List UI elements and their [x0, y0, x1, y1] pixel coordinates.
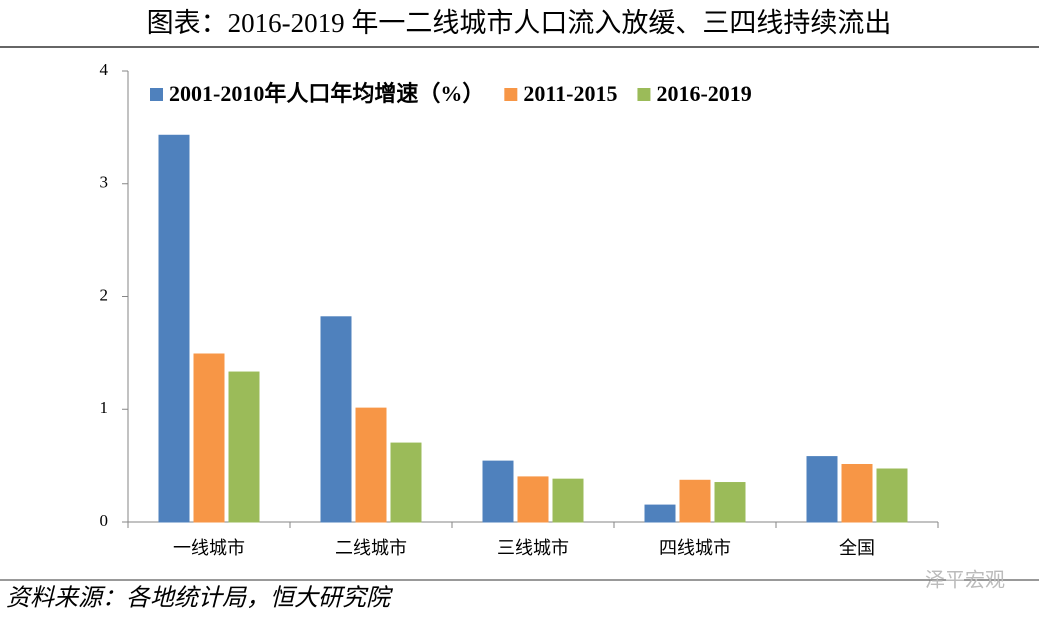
bar	[193, 353, 225, 523]
bar	[714, 482, 746, 523]
chart-title: 图表：2016-2019 年一二线城市人口流入放缓、三四线持续流出	[147, 8, 892, 38]
x-tick-label: 全国	[839, 538, 875, 558]
bar	[390, 442, 422, 523]
bar	[552, 478, 584, 523]
bar	[355, 407, 387, 523]
bar	[679, 479, 711, 523]
legend-label: 2001-2010年人口年均增速（%）	[169, 81, 484, 106]
bar	[876, 468, 908, 523]
bar	[228, 371, 260, 523]
legend-label: 2011-2015	[523, 81, 617, 106]
watermark: 泽平宏观	[925, 569, 1005, 592]
y-tick-label: 0	[100, 511, 109, 530]
bar	[517, 476, 549, 523]
bar	[320, 316, 352, 523]
legend-swatch	[637, 88, 651, 101]
x-tick-label: 三线城市	[497, 538, 569, 558]
legend-swatch	[150, 88, 163, 101]
legend-swatch	[504, 88, 518, 101]
bar	[806, 456, 838, 523]
legend-label: 2016-2019	[656, 81, 751, 106]
y-tick-label: 1	[100, 398, 109, 417]
y-tick-label: 3	[100, 173, 109, 192]
x-tick-label: 二线城市	[335, 538, 407, 558]
bar	[841, 463, 873, 523]
y-tick-label: 2	[100, 285, 109, 304]
bar	[644, 504, 676, 523]
x-tick-label: 四线城市	[659, 538, 731, 558]
y-tick-label: 4	[100, 60, 109, 79]
source-note: 资料来源：各地统计局，恒大研究院	[6, 585, 394, 612]
x-tick-label: 一线城市	[173, 538, 245, 558]
bar	[158, 134, 190, 523]
bar	[482, 460, 514, 523]
